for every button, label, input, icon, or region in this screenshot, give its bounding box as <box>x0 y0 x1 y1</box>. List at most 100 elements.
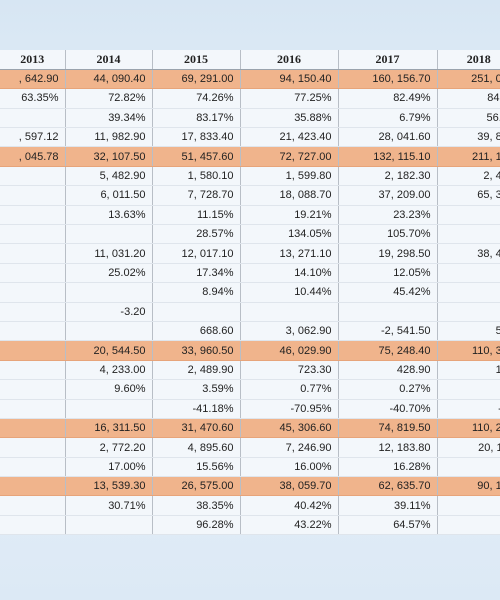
table-cell: 37, 209.00 <box>337 185 437 206</box>
table-cell <box>0 360 65 381</box>
table-cell: 30.71% <box>64 495 152 516</box>
highlight-row: , 045.78 32, 107.50 51, 457.60 72, 727.00 13… <box>0 146 500 167</box>
table-cell: 62, 635.70 <box>337 476 437 497</box>
table-cell: -41.18% <box>151 399 240 419</box>
table-cell: 44, 090.40 <box>64 69 152 90</box>
table-cell: -40.70% <box>337 399 437 419</box>
table-cell: 20, 544.50 <box>64 340 152 361</box>
table-cell: 38, 438 <box>436 243 500 264</box>
table-cell: 17.34% <box>151 263 240 284</box>
table-cell: 77.25% <box>239 88 338 109</box>
table-cell <box>0 263 65 284</box>
table-cell: 160, 156.70 <box>337 69 437 90</box>
table-cell: 2014 <box>64 50 152 70</box>
table-cell: 19, 298.50 <box>337 243 437 264</box>
table-cell <box>0 515 65 535</box>
table-cell <box>151 302 240 322</box>
table-cell: 15.56% <box>151 457 240 478</box>
table-cell: 20, 110 <box>436 437 500 458</box>
table-cell: 12, 183.80 <box>337 437 437 458</box>
table-cell: 33, 960.50 <box>151 340 240 361</box>
table-cell <box>0 418 65 439</box>
table-cell: 723.30 <box>239 360 338 381</box>
table-cell: 2018 <box>436 50 500 70</box>
table-cell <box>0 108 65 129</box>
table-cell: 15 <box>436 263 500 284</box>
table-cell <box>64 515 152 535</box>
table-cell: 45.42% <box>337 282 437 303</box>
table-cell: 2016 <box>239 50 338 70</box>
table-row: 11, 031.20 12, 017.10 13, 271.10 19, 298.50… <box>0 243 500 264</box>
table-cell: 4, 233.00 <box>64 360 152 381</box>
table-cell <box>0 321 65 342</box>
table-cell: 13.63% <box>64 205 152 226</box>
table-cell: 428.90 <box>337 360 437 381</box>
table-body: 2013 2014 2015 2016 2017 2018, 642.90 44, 090.… <box>0 50 500 535</box>
table-row: 5, 482.901, 580.101, 599.802, 182.302, 4… <box>0 166 500 187</box>
table-cell: 39, 880 <box>436 127 500 148</box>
table-cell: 6.79% <box>337 108 437 129</box>
table-cell: 9.60% <box>64 379 152 400</box>
table-cell <box>436 302 500 322</box>
table-cell: 134.05% <box>239 224 338 245</box>
table-cell: 69, 291.00 <box>151 69 240 90</box>
table-row: 30.71%38.35%40.42%39.11%35 <box>0 495 500 516</box>
table-cell: 72, 727.00 <box>239 146 338 167</box>
table-cell: 3.59% <box>151 379 240 400</box>
table-cell: 82.49% <box>337 88 437 109</box>
table-cell: 40.42% <box>239 495 338 516</box>
table-cell: 65, 365 <box>436 185 500 206</box>
table-cell: 16.28% <box>337 457 437 478</box>
table-cell: 72.82% <box>64 88 152 109</box>
table-cell <box>0 302 65 322</box>
table-cell <box>64 321 152 342</box>
table-row: -41.18%-70.95%-40.70%-66 <box>0 399 500 419</box>
table-cell: 28.57% <box>151 224 240 245</box>
table-cell: 99 <box>436 282 500 303</box>
table-cell: 46, 029.90 <box>239 340 338 361</box>
table-cell: 43.22% <box>239 515 338 535</box>
table-cell <box>0 185 65 206</box>
table-cell: 105.70% <box>337 224 437 245</box>
table-cell: 35 <box>436 495 500 516</box>
table-cell: 19.21% <box>239 205 338 226</box>
table-cell: 5, 482.90 <box>64 166 152 187</box>
table-cell <box>64 399 152 419</box>
table-cell <box>0 243 65 264</box>
table-cell: 74, 819.50 <box>337 418 437 439</box>
table-cell: 211, 166 <box>436 146 500 167</box>
table-frame: 2013 2014 2015 2016 2017 2018, 642.90 44, 090.… <box>0 50 500 535</box>
table-cell: 11.15% <box>151 205 240 226</box>
table-cell: 56.75 <box>436 108 500 129</box>
table-cell: 31, 470.60 <box>151 418 240 439</box>
table-cell: 2, 489.90 <box>151 360 240 381</box>
highlight-row: , 642.90 44, 090.40 69, 291.00 94, 150.40 16… <box>0 69 500 90</box>
table-cell: 21, 423.40 <box>239 127 338 148</box>
table-cell: 13, 271.10 <box>239 243 338 264</box>
table-cell <box>239 302 338 322</box>
table-cell: 63.35% <box>0 88 65 109</box>
table-cell: 45, 306.60 <box>239 418 338 439</box>
table-cell: 84.11 <box>436 88 500 109</box>
table-row: 2, 772.20 4, 895.60 7, 246.90 12, 183.80 20,… <box>0 437 500 458</box>
table-cell: , 045.78 <box>0 146 65 167</box>
table-cell: 90, 121 <box>436 476 500 497</box>
table-cell: 132, 115.10 <box>337 146 437 167</box>
table-cell: 39.34% <box>64 108 152 129</box>
table-cell <box>0 437 65 458</box>
table-cell: -3.20 <box>64 302 152 322</box>
table-cell <box>64 224 152 245</box>
table-row: 8.94%10.44%45.42%99 <box>0 282 500 303</box>
table-cell: 14.10% <box>239 263 338 284</box>
table-cell: -66 <box>436 399 500 419</box>
table-cell: 11, 982.90 <box>64 127 152 148</box>
table-cell: 251, 047 <box>436 69 500 90</box>
table-cell: 6, 011.50 <box>64 185 152 206</box>
table-cell: 74.26% <box>151 88 240 109</box>
table-cell <box>0 457 65 478</box>
table-cell: 668.60 <box>151 321 240 342</box>
table-cell: 110, 374 <box>436 340 500 361</box>
table-cell: 75 <box>436 224 500 245</box>
table-cell: 17.00% <box>64 457 152 478</box>
